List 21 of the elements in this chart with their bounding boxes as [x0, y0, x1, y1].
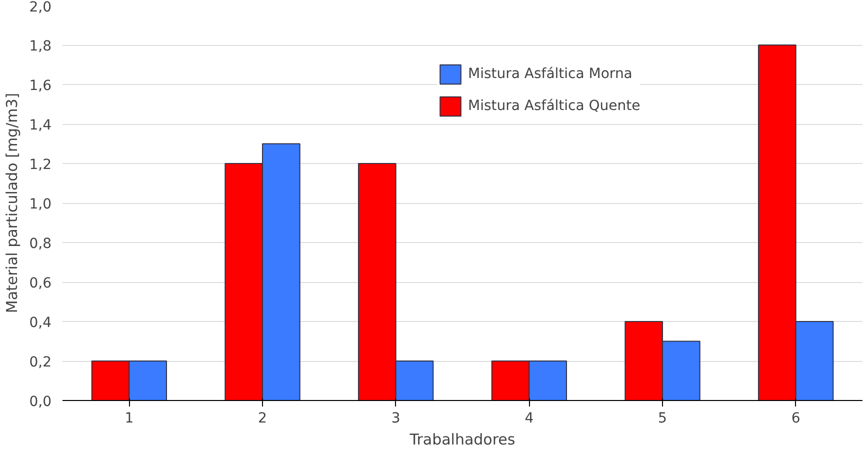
x-tick-label: 1	[124, 410, 134, 426]
y-tick-label: 1,0	[29, 196, 52, 212]
legend-label: Mistura Asfáltica Morna	[468, 66, 632, 82]
x-tick-label: 5	[658, 410, 667, 426]
y-tick-label: 1,8	[29, 38, 52, 54]
y-tick-label: 0,4	[29, 315, 52, 331]
y-tick-label: 1,6	[29, 78, 52, 94]
y-tick-label: 0,0	[29, 394, 52, 410]
x-tick-label: 6	[791, 410, 800, 426]
y-tick-label: 1,2	[29, 157, 52, 173]
y-tick-label: 0,8	[29, 236, 52, 252]
y-tick-label: 0,6	[29, 276, 52, 292]
x-tick-label: 4	[524, 410, 534, 426]
x-tick-label: 2	[258, 410, 267, 426]
y-axis-title: Material particulado [mg/m3]	[3, 92, 22, 314]
y-tick-label: 1,4	[29, 118, 52, 134]
legend-label: Mistura Asfáltica Quente	[468, 98, 640, 114]
y-tick-label: 2,0	[29, 0, 52, 16]
x-axis-title: Trabalhadores	[408, 430, 516, 448]
y-tick-label: 0,2	[29, 354, 52, 370]
x-tick-label: 3	[391, 410, 400, 426]
